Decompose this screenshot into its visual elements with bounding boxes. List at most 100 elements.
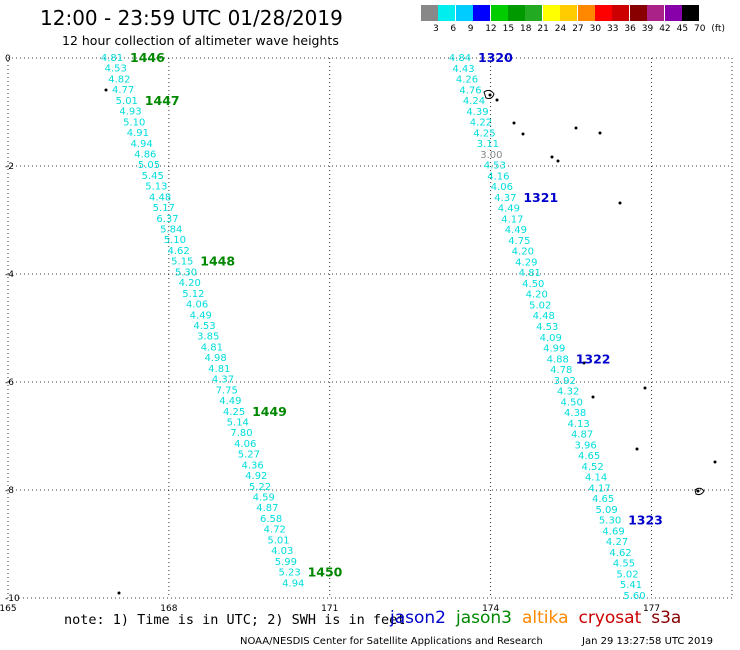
swh-value: 4.38 — [564, 408, 586, 419]
swh-value: 4.81 — [208, 364, 230, 375]
satellite-legend: jason2 jason3 altika cryosat s3a — [390, 608, 691, 628]
swh-value: 4.50 — [561, 397, 583, 408]
swh-value: 4.43 — [452, 64, 474, 75]
land-mark — [550, 155, 554, 159]
satellite-cryosat: cryosat — [578, 608, 642, 628]
swh-value: 4.49 — [190, 310, 212, 321]
swh-value: 4.48 — [149, 192, 171, 203]
timestamp: Jan 29 13:27:58 UTC 2019 — [582, 636, 714, 647]
swh-value: 4.32 — [557, 387, 579, 398]
swh-value: 4.52 — [581, 462, 603, 473]
swh-value: 4.17 — [501, 214, 523, 225]
land-mark — [574, 126, 578, 130]
swh-value: 4.94 — [282, 578, 304, 589]
swh-value: 4.86 — [134, 149, 156, 160]
swh-value: 4.93 — [119, 107, 141, 118]
swh-value: 4.17 — [588, 483, 610, 494]
land-mark — [696, 489, 700, 493]
swh-value: 4.37 — [212, 375, 234, 386]
swh-value: 4.22 — [470, 118, 492, 129]
land-mark — [618, 201, 622, 205]
swh-value: 5.14 — [227, 417, 249, 428]
time-label: 1323 — [628, 513, 663, 528]
swh-value: 4.72 — [264, 525, 286, 536]
swh-value: 4.87 — [256, 503, 278, 514]
lon-tick-label: 168 — [160, 604, 177, 614]
time-label: 1447 — [145, 93, 180, 108]
swh-value: 4.20 — [179, 278, 201, 289]
swh-value: 4.77 — [112, 85, 134, 96]
swh-value: 4.49 — [498, 204, 520, 215]
swh-value: 4.25 — [223, 407, 245, 418]
lat-tick-label: -4 — [5, 270, 14, 280]
swh-value: 3.92 — [554, 376, 576, 387]
swh-value: 5.05 — [138, 160, 160, 171]
lat-tick-label: 0 — [5, 54, 11, 64]
swh-value: 5.27 — [238, 450, 260, 461]
legend-swatch — [560, 5, 578, 21]
swh-value: 4.98 — [204, 353, 226, 364]
map-frame — [7, 57, 733, 599]
swh-value: 4.53 — [193, 321, 215, 332]
swh-value: 3.96 — [575, 440, 597, 451]
time-label: 1448 — [200, 254, 235, 269]
legend-swatch — [490, 5, 508, 21]
legend-label: 15 — [502, 24, 515, 34]
swh-value: 5.45 — [142, 171, 164, 182]
legend-swatch — [595, 5, 612, 21]
swh-value: 7.75 — [216, 385, 238, 396]
legend-swatch — [455, 5, 473, 21]
legend-swatch — [664, 5, 682, 21]
swh-value: 4.59 — [253, 493, 275, 504]
swh-value: 5.84 — [160, 225, 182, 236]
swh-value: 5.22 — [249, 482, 271, 493]
land-mark — [488, 93, 492, 97]
lat-tick-label: -2 — [5, 162, 14, 172]
lon-tick-label: 171 — [321, 604, 338, 614]
legend-swatch — [612, 5, 630, 21]
swh-value: 5.10 — [164, 235, 186, 246]
time-label: 1449 — [252, 404, 287, 419]
swh-value: 6.37 — [156, 214, 178, 225]
swh-value: 4.78 — [550, 365, 572, 376]
legend-label: 42 — [659, 24, 671, 34]
legend-swatch — [647, 5, 665, 21]
lon-tick-label: 177 — [643, 604, 660, 614]
lon-tick-label: 174 — [482, 604, 499, 614]
satellite-jason2: jason2 — [390, 608, 446, 628]
legend-label: 21 — [537, 24, 549, 34]
satellite-s3a: s3a — [651, 608, 682, 628]
note-text: note: 1) Time is in UTC; 2) SWH is in fe… — [64, 612, 406, 628]
swh-value: 4.55 — [613, 559, 635, 570]
swh-value: 4.14 — [585, 473, 607, 484]
legend-label: 30 — [589, 24, 602, 34]
swh-value: 5.17 — [153, 203, 175, 214]
swh-value: 5.12 — [182, 289, 204, 300]
land-mark — [635, 447, 639, 451]
swh-value: 4.82 — [108, 74, 130, 85]
swh-value: 4.84 — [449, 53, 471, 64]
swh-value: 4.99 — [543, 344, 565, 355]
legend-swatch — [438, 5, 456, 21]
swh-value: 5.13 — [145, 182, 167, 193]
swh-value: 4.26 — [456, 75, 478, 86]
time-label: 1321 — [523, 190, 558, 205]
legend-swatch — [508, 5, 525, 21]
legend-swatch — [682, 5, 699, 21]
legend-label: 18 — [520, 24, 532, 34]
land-mark — [582, 361, 586, 365]
swh-value: 4.09 — [540, 333, 562, 344]
swh-value: 4.53 — [536, 322, 558, 333]
time-label: 1446 — [130, 50, 165, 65]
swh-value: 4.36 — [241, 460, 263, 471]
land-mark — [512, 121, 516, 125]
time-label: 1450 — [308, 565, 343, 580]
legend-label: 6 — [450, 24, 457, 34]
swh-value: 5.23 — [278, 568, 300, 579]
swh-value: 4.49 — [505, 225, 527, 236]
swh-value: 4.94 — [130, 139, 152, 150]
land-mark — [495, 98, 499, 102]
swh-value: 5.01 — [116, 96, 138, 107]
swh-value: 4.65 — [592, 494, 614, 505]
swh-value: 5.01 — [267, 535, 289, 546]
